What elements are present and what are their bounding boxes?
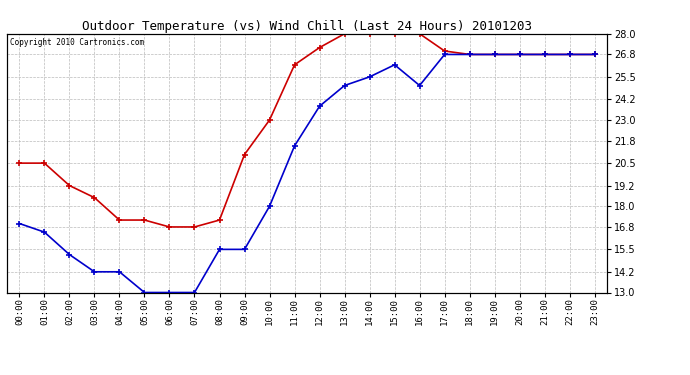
Title: Outdoor Temperature (vs) Wind Chill (Last 24 Hours) 20101203: Outdoor Temperature (vs) Wind Chill (Las… — [82, 20, 532, 33]
Text: Copyright 2010 Cartronics.com: Copyright 2010 Cartronics.com — [10, 38, 144, 46]
